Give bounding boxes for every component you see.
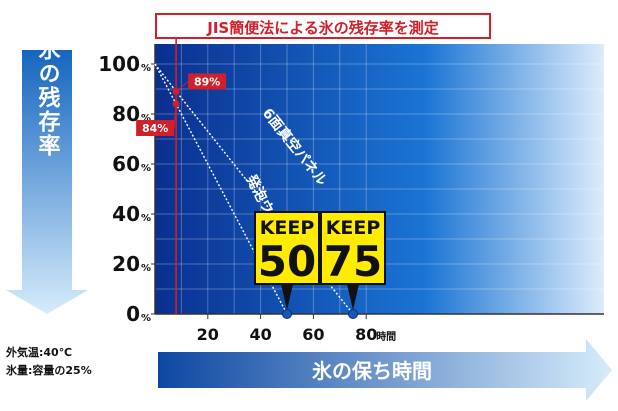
y-axis-label: 氷の残存率 — [35, 38, 61, 158]
x-axis-unit: 時間 — [376, 330, 396, 343]
test-conditions: 外気温:40℃ 氷量:容量の25% — [6, 344, 92, 380]
annotation-pointer — [173, 103, 177, 129]
y-tick-label: 0 — [126, 302, 140, 326]
y-tick-label: 60 — [112, 152, 140, 176]
keep-badge — [254, 211, 320, 285]
x-tick-label: 40 — [249, 325, 271, 344]
annotation-box — [188, 73, 227, 90]
chart-title: JIS簡便法による氷の残存率を測定 — [155, 13, 491, 39]
y-tick-unit: % — [141, 263, 151, 274]
keep-badge-number: 50 — [258, 237, 316, 286]
y-tick-label: 20 — [112, 252, 140, 276]
keep-badge — [320, 211, 386, 285]
keep-badge-number: 75 — [324, 237, 382, 286]
annotation-box — [136, 120, 175, 136]
series-end-point — [348, 309, 358, 319]
y-tick-label: 100 — [98, 52, 140, 76]
y-tick-unit: % — [141, 163, 151, 174]
annotation-pointer — [175, 81, 189, 92]
condition-ice-amount: 氷量:容量の25% — [6, 364, 92, 377]
keep-badge-pointer — [347, 284, 359, 310]
x-axis-arrow — [158, 339, 612, 401]
y-axis-arrow — [6, 50, 88, 314]
condition-temperature: 外気温:40℃ — [6, 346, 73, 359]
y-tick-unit: % — [141, 313, 151, 324]
x-tick-label: 60 — [302, 325, 324, 344]
y-tick-unit: % — [141, 213, 151, 224]
keep-badge-pointer — [281, 284, 293, 310]
annotation-label: 89% — [194, 76, 220, 89]
keep-badge-label: KEEP — [326, 217, 381, 239]
x-axis-label: 氷の保ち時間 — [312, 359, 432, 383]
series-end-point — [282, 309, 292, 319]
x-tick-label: 20 — [197, 325, 219, 344]
y-tick-label: 40 — [112, 202, 140, 226]
annotation-label: 84% — [142, 122, 168, 135]
y-tick-label: 80 — [112, 102, 140, 126]
y-tick-unit: % — [141, 63, 151, 74]
x-tick-label: 80 — [355, 325, 377, 344]
y-tick-unit: % — [141, 113, 151, 124]
keep-badge-label: KEEP — [260, 217, 315, 239]
